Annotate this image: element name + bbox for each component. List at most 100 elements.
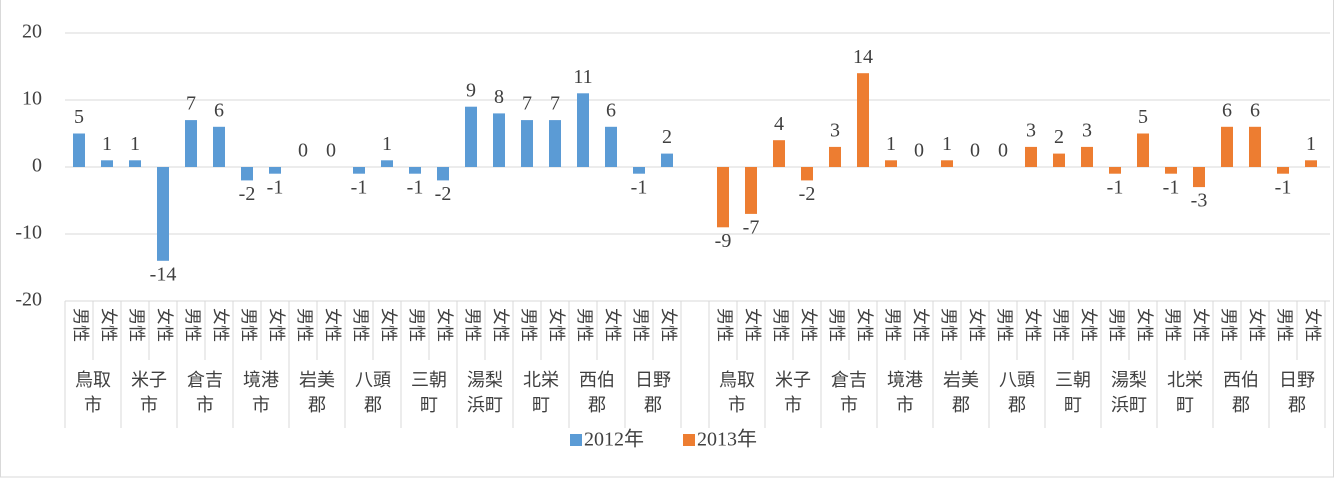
data-label: 4 bbox=[774, 113, 784, 135]
bar bbox=[605, 126, 617, 167]
data-label: -2 bbox=[239, 183, 256, 205]
legend-swatch bbox=[570, 434, 582, 446]
region-label: 米子市 bbox=[775, 370, 811, 415]
bar bbox=[213, 126, 225, 167]
bar bbox=[157, 167, 169, 261]
region-label: 八頭郡 bbox=[999, 370, 1035, 415]
bar bbox=[101, 160, 113, 167]
data-label: 1 bbox=[942, 133, 952, 155]
x-tick-label: 女性 bbox=[659, 308, 678, 342]
y-tick-label: -10 bbox=[15, 222, 42, 244]
region-label: 日野郡 bbox=[635, 370, 671, 415]
data-label: 0 bbox=[998, 140, 1008, 162]
data-label: 1 bbox=[1306, 133, 1316, 155]
bar bbox=[829, 146, 841, 167]
x-tick-label: 女性 bbox=[547, 308, 566, 342]
bar bbox=[381, 160, 393, 167]
data-label: 7 bbox=[186, 93, 196, 115]
bar bbox=[661, 153, 673, 167]
bar bbox=[437, 167, 449, 181]
bar bbox=[773, 140, 785, 167]
data-label: 2 bbox=[1054, 126, 1064, 148]
legend-label: 2013年 bbox=[697, 428, 757, 451]
x-tick-label: 男性 bbox=[995, 308, 1014, 342]
x-tick-label: 女性 bbox=[1023, 308, 1042, 342]
x-tick-label: 男性 bbox=[1275, 308, 1294, 342]
region-label: 境港市 bbox=[243, 370, 279, 415]
x-tick-label: 女性 bbox=[267, 308, 286, 342]
bar bbox=[129, 160, 141, 167]
bar bbox=[1081, 146, 1093, 167]
data-label: -14 bbox=[150, 263, 177, 285]
bar bbox=[1249, 126, 1261, 167]
data-label: 6 bbox=[606, 99, 616, 121]
data-label: 2 bbox=[662, 126, 672, 148]
data-label: 0 bbox=[970, 140, 980, 162]
bar bbox=[1305, 160, 1317, 167]
data-label: 8 bbox=[494, 86, 504, 108]
x-tick-label: 女性 bbox=[1135, 308, 1154, 342]
x-tick-label: 男性 bbox=[183, 308, 202, 342]
region-label: 倉吉市 bbox=[187, 370, 223, 415]
data-label: -2 bbox=[435, 183, 452, 205]
bar bbox=[633, 167, 645, 174]
bar bbox=[1221, 126, 1233, 167]
bar bbox=[1137, 133, 1149, 167]
data-label: -1 bbox=[1275, 176, 1292, 198]
data-label: 0 bbox=[298, 140, 308, 162]
region-label: 三朝町 bbox=[1055, 370, 1091, 415]
region-label: 三朝町 bbox=[411, 370, 447, 415]
x-tick-label: 女性 bbox=[799, 308, 818, 342]
data-label: 7 bbox=[550, 93, 560, 115]
y-tick-label: -20 bbox=[15, 289, 42, 311]
data-label: 0 bbox=[914, 140, 924, 162]
x-tick-label: 女性 bbox=[99, 308, 118, 342]
data-label: 6 bbox=[1250, 99, 1260, 121]
y-tick-label: 0 bbox=[32, 155, 42, 177]
region-label: 西伯郡 bbox=[579, 370, 615, 415]
x-tick-label: 男性 bbox=[1107, 308, 1126, 342]
data-label: -1 bbox=[1163, 176, 1180, 198]
region-label: 北栄町 bbox=[1167, 370, 1203, 415]
x-tick-label: 男性 bbox=[351, 308, 370, 342]
y-tick-label: 10 bbox=[22, 88, 42, 110]
bar bbox=[577, 93, 589, 167]
bar bbox=[521, 120, 533, 167]
data-label: -2 bbox=[799, 183, 816, 205]
x-tick-label: 男性 bbox=[407, 308, 426, 342]
bar bbox=[1165, 167, 1177, 174]
x-tick-label: 男性 bbox=[1051, 308, 1070, 342]
data-label: 6 bbox=[214, 99, 224, 121]
x-tick-label: 女性 bbox=[855, 308, 874, 342]
region-label: 鳥取市 bbox=[719, 370, 755, 415]
x-tick-label: 女性 bbox=[911, 308, 930, 342]
data-label: -1 bbox=[351, 176, 368, 198]
x-tick-label: 女性 bbox=[603, 308, 622, 342]
x-tick-label: 女性 bbox=[967, 308, 986, 342]
bar bbox=[717, 167, 729, 228]
x-tick-label: 女性 bbox=[1303, 308, 1322, 342]
x-tick-label: 男性 bbox=[239, 308, 258, 342]
bar bbox=[1053, 153, 1065, 167]
region-label: 境港市 bbox=[887, 370, 923, 415]
region-label: 米子市 bbox=[131, 370, 167, 415]
legend-label: 2012年 bbox=[584, 428, 644, 451]
data-label: 3 bbox=[1026, 119, 1036, 141]
x-tick-label: 男性 bbox=[463, 308, 482, 342]
y-tick-label: 20 bbox=[22, 21, 42, 43]
x-tick-label: 女性 bbox=[1191, 308, 1210, 342]
data-label: -1 bbox=[267, 176, 284, 198]
region-label: 北栄町 bbox=[523, 370, 559, 415]
data-label: -7 bbox=[743, 216, 760, 238]
x-tick-label: 男性 bbox=[519, 308, 538, 342]
region-label: 岩美郡 bbox=[299, 370, 335, 415]
region-label: 八頭郡 bbox=[355, 370, 391, 415]
x-tick-label: 男性 bbox=[883, 308, 902, 342]
bar bbox=[353, 167, 365, 174]
data-label: 3 bbox=[1082, 119, 1092, 141]
x-tick-label: 女性 bbox=[379, 308, 398, 342]
data-label: -3 bbox=[1191, 190, 1208, 212]
bar bbox=[1193, 167, 1205, 188]
